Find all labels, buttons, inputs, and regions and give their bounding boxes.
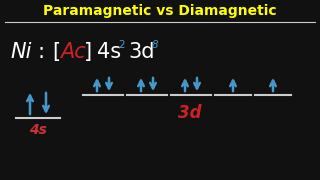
Text: ]: ]	[84, 42, 92, 62]
Text: 3d: 3d	[128, 42, 155, 62]
Text: 8: 8	[152, 40, 159, 50]
Text: [: [	[52, 42, 60, 62]
Text: 4s: 4s	[29, 123, 47, 137]
Text: 3d: 3d	[178, 104, 202, 122]
Text: :: :	[38, 42, 45, 62]
Text: 4s: 4s	[97, 42, 121, 62]
Text: Paramagnetic vs Diamagnetic: Paramagnetic vs Diamagnetic	[43, 4, 277, 18]
Text: Ni: Ni	[10, 42, 31, 62]
Text: 2: 2	[118, 40, 124, 50]
Text: Ac: Ac	[60, 42, 86, 62]
